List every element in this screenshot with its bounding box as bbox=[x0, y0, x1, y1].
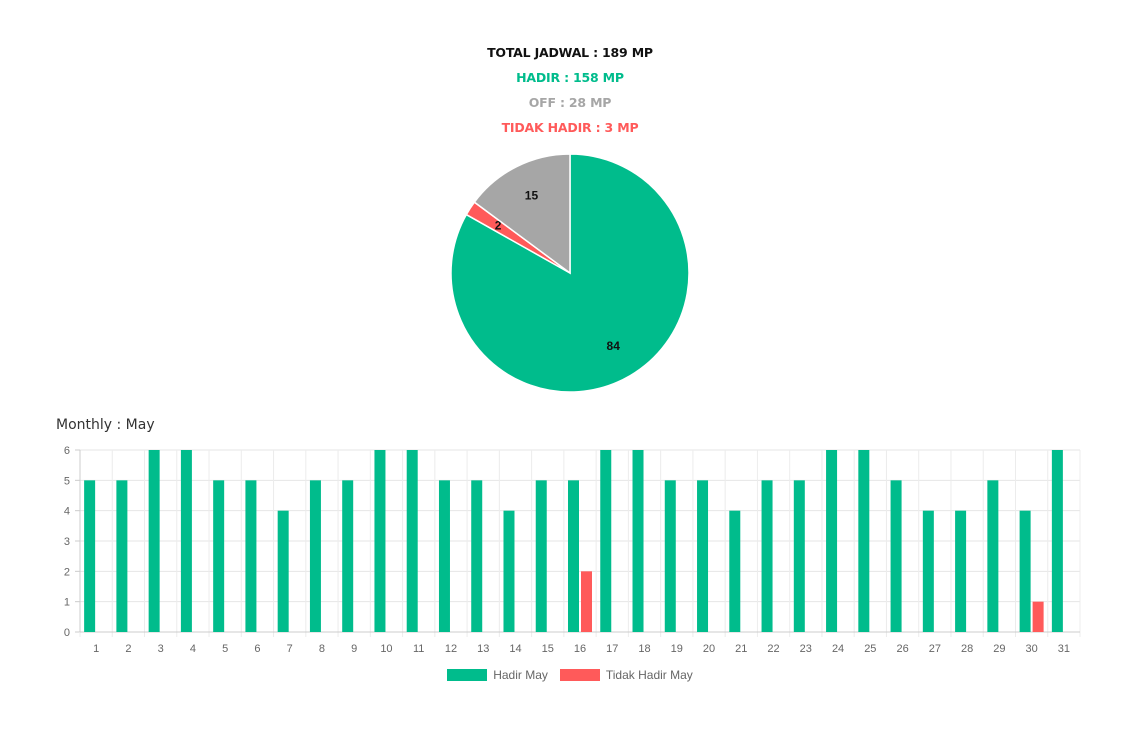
x-tick-label: 31 bbox=[1058, 643, 1070, 655]
x-tick-label: 12 bbox=[445, 643, 457, 655]
x-tick-label: 4 bbox=[190, 643, 196, 655]
bar-hadir-may-26 bbox=[890, 480, 902, 632]
bar-hadir-may-27 bbox=[922, 510, 934, 632]
bar-tidak-hadir-may-16 bbox=[581, 571, 592, 632]
legend-label: Tidak Hadir May bbox=[605, 668, 693, 682]
bar-tidak-hadir-may-30 bbox=[1032, 601, 1044, 632]
bar-hadir-may-16 bbox=[568, 480, 579, 632]
y-tick-label: 0 bbox=[64, 627, 70, 639]
x-tick-label: 27 bbox=[929, 643, 941, 655]
pie-slice-hadir bbox=[450, 153, 690, 393]
bar-hadir-may-13 bbox=[471, 480, 483, 632]
x-tick-label: 17 bbox=[606, 643, 618, 655]
legend-swatch bbox=[447, 669, 488, 681]
x-tick-label: 20 bbox=[703, 643, 715, 655]
x-tick-label: 24 bbox=[832, 643, 844, 655]
bar-hadir-may-15 bbox=[535, 480, 547, 632]
total-schedule-label: TOTAL JADWAL : 189 MP bbox=[487, 45, 653, 60]
bar-hadir-may-9 bbox=[342, 480, 354, 632]
x-tick-label: 23 bbox=[800, 643, 812, 655]
bar-hadir-may-19 bbox=[664, 480, 676, 632]
bar-hadir-may-17 bbox=[600, 450, 612, 632]
bar-hadir-may-28 bbox=[955, 510, 967, 632]
x-tick-label: 8 bbox=[319, 643, 325, 655]
bar-hadir-may-11 bbox=[406, 450, 418, 632]
present-label: HADIR : 158 MP bbox=[516, 70, 624, 85]
bar-hadir-may-10 bbox=[374, 450, 386, 632]
legend-item[interactable]: Tidak Hadir May bbox=[559, 668, 693, 682]
attendance-pie-chart: 84 2 15 bbox=[450, 153, 690, 393]
bar-hadir-may-2 bbox=[116, 480, 128, 632]
pie-value-label: 2 bbox=[495, 219, 502, 233]
bar-hadir-may-5 bbox=[213, 480, 225, 632]
bar-hadir-may-6 bbox=[245, 480, 257, 632]
x-tick-label: 29 bbox=[993, 643, 1005, 655]
y-tick-label: 4 bbox=[64, 506, 70, 518]
y-tick-label: 1 bbox=[64, 597, 70, 609]
pie-slice-off bbox=[473, 153, 571, 275]
bar-hadir-may-23 bbox=[793, 480, 805, 632]
x-tick-label: 1 bbox=[93, 643, 99, 655]
x-tick-label: 21 bbox=[735, 643, 747, 655]
absent-label: TIDAK HADIR : 3 MP bbox=[501, 120, 639, 135]
y-tick-label: 2 bbox=[64, 566, 70, 578]
x-tick-label: 15 bbox=[542, 643, 554, 655]
y-tick-label: 6 bbox=[64, 445, 70, 457]
y-tick-label: 3 bbox=[64, 536, 70, 548]
x-tick-label: 6 bbox=[254, 643, 260, 655]
x-tick-label: 3 bbox=[158, 643, 164, 655]
bar-hadir-may-4 bbox=[180, 450, 192, 632]
bar-hadir-may-30 bbox=[1019, 510, 1031, 632]
bar-hadir-may-22 bbox=[761, 480, 773, 632]
y-tick-label: 5 bbox=[64, 475, 70, 487]
x-tick-label: 18 bbox=[638, 643, 650, 655]
x-tick-label: 9 bbox=[351, 643, 357, 655]
x-tick-label: 26 bbox=[896, 643, 908, 655]
bar-hadir-may-8 bbox=[309, 480, 321, 632]
bar-hadir-may-7 bbox=[277, 510, 289, 632]
chart-legend: Hadir May Tidak Hadir May bbox=[0, 668, 1140, 682]
x-tick-label: 13 bbox=[477, 643, 489, 655]
summary-block: TOTAL JADWAL : 189 MP HADIR : 158 MP OFF… bbox=[0, 40, 1140, 140]
bar-hadir-may-3 bbox=[148, 450, 160, 632]
bar-hadir-may-14 bbox=[503, 510, 515, 632]
legend-label: Hadir May bbox=[493, 668, 548, 682]
x-tick-label: 22 bbox=[767, 643, 779, 655]
legend-item[interactable]: Hadir May bbox=[447, 668, 548, 682]
x-tick-label: 16 bbox=[574, 643, 586, 655]
x-tick-label: 7 bbox=[287, 643, 293, 655]
bar-hadir-may-18 bbox=[632, 450, 644, 632]
bar-hadir-may-20 bbox=[697, 480, 709, 632]
bar-hadir-may-31 bbox=[1051, 450, 1063, 632]
x-tick-label: 10 bbox=[380, 643, 392, 655]
pie-value-label: 15 bbox=[525, 189, 539, 203]
x-tick-label: 11 bbox=[413, 643, 424, 655]
x-tick-label: 5 bbox=[222, 643, 228, 655]
x-tick-label: 19 bbox=[671, 643, 683, 655]
off-label: OFF : 28 MP bbox=[528, 95, 612, 110]
bar-hadir-may-1 bbox=[84, 480, 96, 632]
x-tick-label: 30 bbox=[1025, 643, 1037, 655]
x-tick-label: 28 bbox=[961, 643, 973, 655]
bar-hadir-may-25 bbox=[858, 450, 870, 632]
x-tick-label: 14 bbox=[509, 643, 521, 655]
bar-hadir-may-29 bbox=[987, 480, 999, 632]
legend-swatch bbox=[559, 669, 600, 681]
monthly-title: Monthly : May bbox=[56, 417, 155, 433]
pie-value-label: 84 bbox=[607, 339, 621, 353]
x-tick-label: 25 bbox=[864, 643, 876, 655]
bar-hadir-may-24 bbox=[826, 450, 838, 632]
x-tick-label: 2 bbox=[125, 643, 131, 655]
bar-hadir-may-21 bbox=[729, 510, 741, 632]
bar-hadir-may-12 bbox=[438, 480, 450, 632]
